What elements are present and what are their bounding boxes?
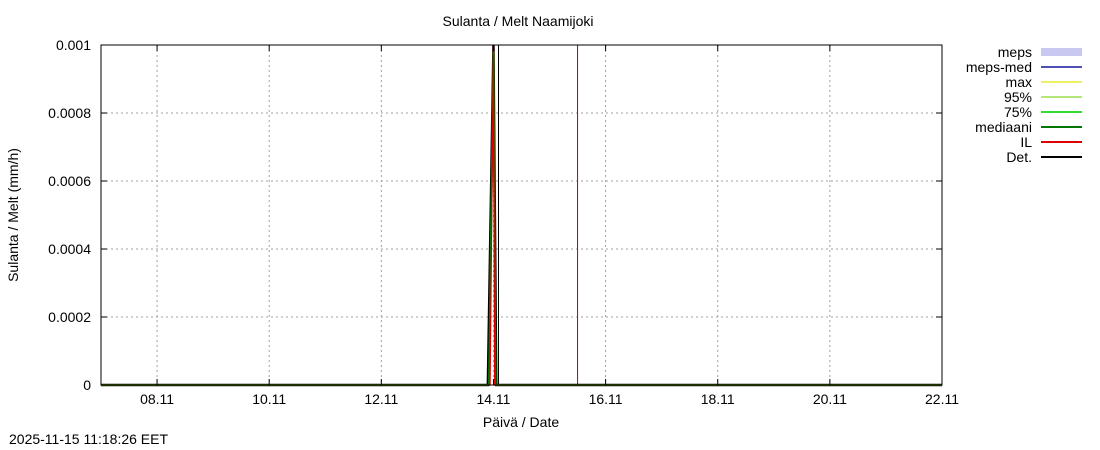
legend-label: meps-med xyxy=(966,59,1032,75)
legend-label: 95% xyxy=(1004,89,1032,105)
y-tick-label: 0 xyxy=(83,377,91,393)
legend-label: IL xyxy=(1020,134,1032,150)
legend-swatch xyxy=(1041,48,1082,56)
series-line-il xyxy=(101,44,942,386)
x-tick-label: 12.11 xyxy=(364,391,398,407)
x-tick-label: 22.11 xyxy=(925,391,959,407)
plot-frame xyxy=(100,44,943,386)
legend-label: Det. xyxy=(1006,149,1032,165)
x-tick-label: 14.11 xyxy=(476,391,510,407)
x-tick-label: 16.11 xyxy=(589,391,623,407)
legend-label: meps xyxy=(998,44,1032,60)
grid-lines xyxy=(101,45,942,385)
y-tick-label: 0.001 xyxy=(56,37,91,53)
x-axis: 08.11 10.11 12.11 14.11 16.11 18.11 20.11 22.11 xyxy=(140,45,959,407)
x-tick-label: 10.11 xyxy=(252,391,286,407)
chart-title: Sulanta / Melt Naamijoki xyxy=(443,13,594,29)
timestamp: 2025-11-15 11:18:26 EET xyxy=(9,431,169,447)
series-layer xyxy=(101,44,942,387)
y-tick-label: 0.0006 xyxy=(48,173,91,189)
y-axis-label: Sulanta / Melt (mm/h) xyxy=(5,148,21,282)
x-tick-label: 20.11 xyxy=(813,391,847,407)
x-tick-label: 08.11 xyxy=(140,391,174,407)
legend-label: 75% xyxy=(1004,104,1032,120)
y-tick-label: 0.0002 xyxy=(48,309,91,325)
x-axis-label: Päivä / Date xyxy=(483,414,559,430)
legend-label: max xyxy=(1006,74,1032,90)
legend-label: mediaani xyxy=(975,119,1032,135)
x-tick-label: 18.11 xyxy=(701,391,735,407)
series-line-det xyxy=(101,44,942,387)
y-tick-label: 0.0008 xyxy=(48,105,91,121)
y-axis: 0 0.0002 0.0004 0.0006 0.0008 0.001 xyxy=(48,37,942,393)
y-tick-label: 0.0004 xyxy=(48,241,91,257)
series-line-mediaani xyxy=(101,51,942,386)
